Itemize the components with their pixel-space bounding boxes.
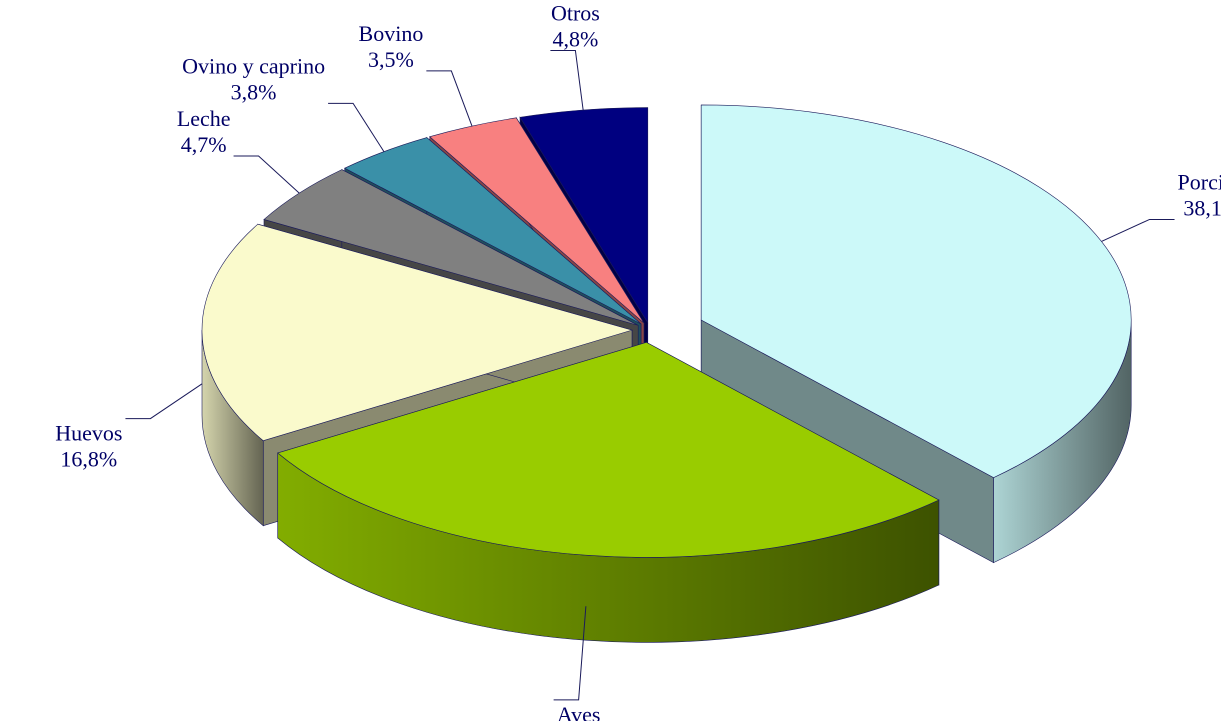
label-value: 4,8% xyxy=(552,27,598,52)
label-value: 3,8% xyxy=(231,79,277,104)
label-name: Huevos xyxy=(55,421,122,446)
label-name: Bovino xyxy=(359,21,424,46)
label-name: Porcino xyxy=(1178,169,1221,194)
label-value: 38,1% xyxy=(1183,195,1221,220)
label-name: Aves xyxy=(557,702,601,721)
leader-line xyxy=(553,606,587,701)
data-label: Leche 4,7% xyxy=(177,106,231,157)
data-label: Porcino38,1% xyxy=(1178,169,1221,220)
label-name: Ovino y caprino xyxy=(182,53,325,78)
leader-line xyxy=(233,155,300,194)
data-label: Aves28,3% xyxy=(550,702,607,721)
label-value: 4,7% xyxy=(181,132,227,157)
leader-line xyxy=(125,383,203,420)
leader-line xyxy=(1101,218,1175,242)
label-name: Otros xyxy=(551,1,600,26)
slice xyxy=(201,223,634,442)
leader-line xyxy=(426,70,473,127)
label-value: 16,8% xyxy=(60,447,117,472)
data-label: Otros 4,8% xyxy=(551,1,600,52)
label-name: Leche xyxy=(177,106,231,131)
label-value: 3,5% xyxy=(368,47,414,72)
data-label: Bovino 3,5% xyxy=(359,21,424,72)
leader-line xyxy=(550,50,584,111)
data-label: Ovino y caprino 3,8% xyxy=(182,53,325,104)
slice xyxy=(263,169,639,326)
leader-line xyxy=(328,102,385,152)
slice xyxy=(277,342,940,558)
data-label: Huevos 16,8% xyxy=(55,421,122,472)
